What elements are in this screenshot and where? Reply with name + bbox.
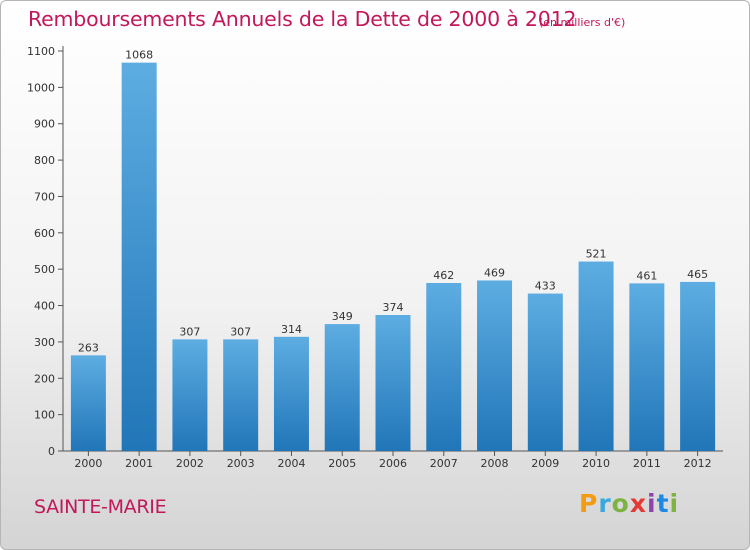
data-label: 307 [179, 325, 200, 338]
bar [578, 261, 614, 451]
bar [324, 324, 360, 451]
data-label: 433 [535, 280, 556, 293]
y-tick-label: 700 [34, 190, 55, 203]
data-label: 465 [687, 268, 708, 281]
y-tick-label: 200 [34, 372, 55, 385]
logo-letter: x [629, 489, 647, 518]
x-tick-label: 2009 [531, 457, 559, 470]
y-tick-label: 800 [34, 154, 55, 167]
bar [172, 339, 208, 451]
data-label: 263 [78, 341, 99, 354]
bar [70, 355, 106, 451]
data-label: 462 [433, 269, 454, 282]
y-tick-label: 400 [34, 300, 55, 313]
town-name: SAINTE-MARIE [34, 496, 167, 518]
bar [223, 339, 259, 451]
bar [477, 280, 513, 451]
x-tick-label: 2011 [633, 457, 661, 470]
bar [527, 293, 563, 451]
x-tick-label: 2006 [379, 457, 407, 470]
chart-subtitle: (en milliers d'€) [539, 16, 626, 29]
x-tick-label: 2002 [176, 457, 204, 470]
x-tick-label: 2004 [277, 457, 305, 470]
y-tick-label: 900 [34, 118, 55, 131]
proxiti-logo: Proxiti [579, 489, 679, 518]
bar [121, 62, 157, 452]
bar [273, 336, 309, 451]
x-tick-label: 2008 [481, 457, 509, 470]
x-tick-label: 2005 [328, 457, 356, 470]
data-label: 461 [636, 269, 657, 282]
bar [629, 283, 665, 451]
data-label: 1068 [125, 49, 153, 62]
x-tick-label: 2012 [684, 457, 712, 470]
chart-title: Remboursements Annuels de la Dette de 20… [28, 7, 577, 31]
logo-letter: i [647, 489, 657, 518]
logo-letter: r [598, 489, 612, 518]
data-label: 349 [332, 310, 353, 323]
logo-letter: i [669, 489, 680, 518]
bar [426, 283, 462, 451]
y-tick-label: 500 [34, 263, 55, 276]
y-tick-label: 0 [48, 445, 55, 458]
bar [680, 281, 716, 451]
y-tick-label: 100 [34, 409, 55, 422]
y-tick-label: 1000 [27, 81, 55, 94]
data-label: 469 [484, 266, 505, 279]
x-tick-label: 2010 [582, 457, 610, 470]
x-tick-label: 2000 [74, 457, 102, 470]
logo-letter: o [611, 489, 630, 518]
logo-letter: t [656, 489, 670, 518]
y-tick-label: 1100 [27, 45, 55, 58]
logo-letter: P [579, 489, 599, 518]
bar [375, 315, 411, 451]
data-label: 521 [586, 248, 607, 261]
data-label: 374 [383, 301, 404, 314]
y-tick-label: 300 [34, 336, 55, 349]
x-tick-label: 2007 [430, 457, 458, 470]
data-label: 314 [281, 323, 302, 336]
y-tick-label: 600 [34, 227, 55, 240]
data-label: 307 [230, 325, 251, 338]
x-tick-label: 2001 [125, 457, 153, 470]
x-tick-label: 2003 [227, 457, 255, 470]
